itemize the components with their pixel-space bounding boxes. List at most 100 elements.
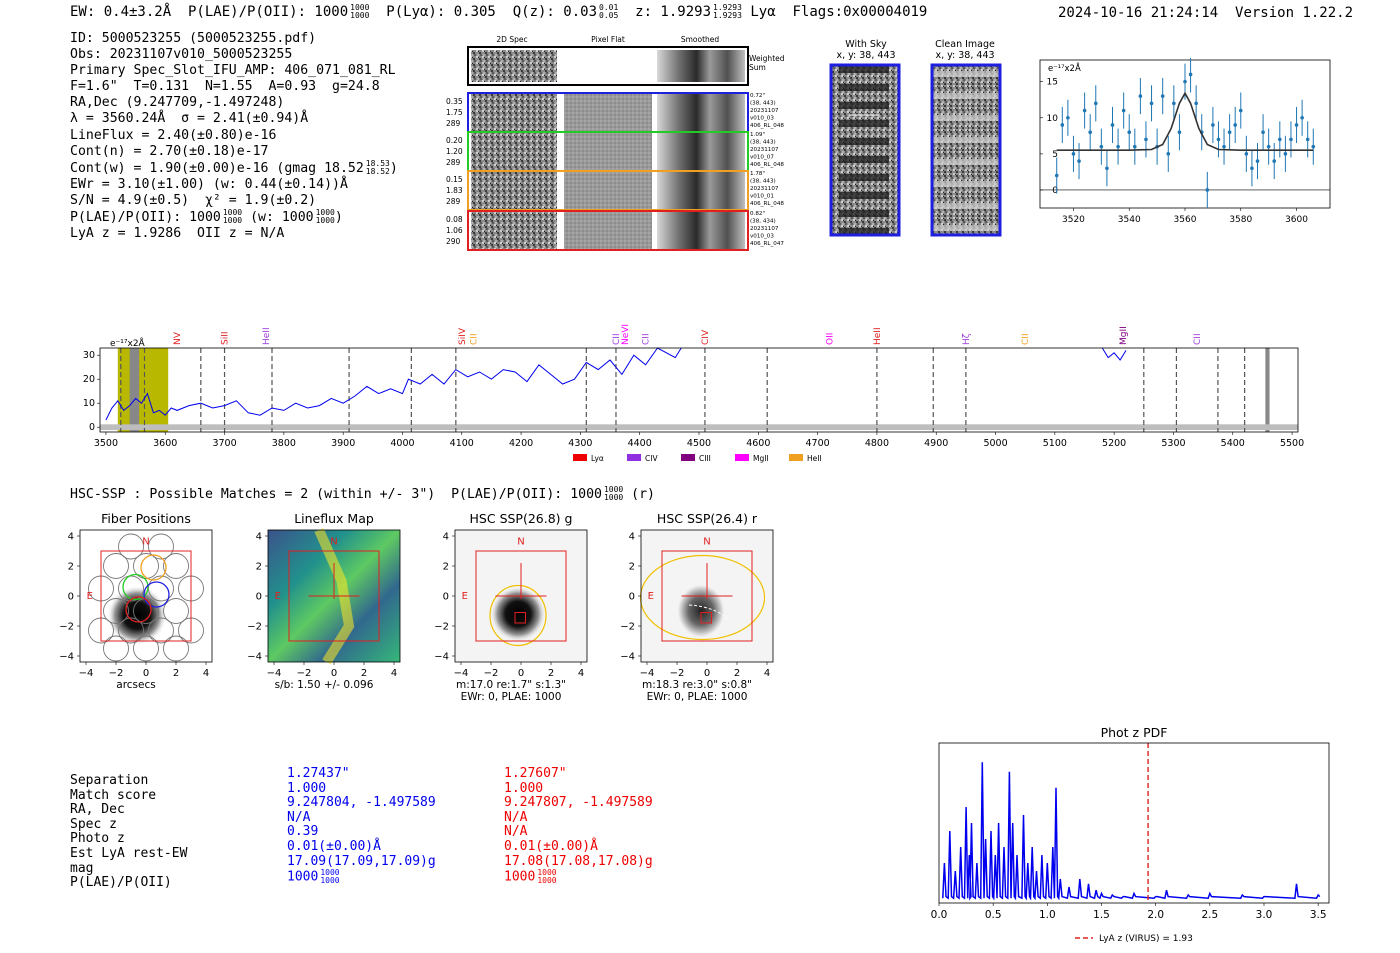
cutout-flat — [564, 172, 652, 209]
spectrum-legend-swatch — [789, 454, 803, 461]
hsc-match-line: HSC-SSP : Possible Matches = 2 (within +… — [70, 485, 655, 503]
spectrum-xtick-label: 4400 — [628, 438, 652, 449]
zoom-unit-label: e⁻¹⁷x2Å — [1048, 62, 1081, 74]
photz-xtick-label: 0.5 — [985, 909, 1002, 921]
hsc-target-box — [514, 612, 526, 624]
panel-xtick-label: 4 — [764, 668, 770, 679]
header-plya: P(Lyα): 0.305 — [386, 4, 496, 20]
info-lyaz: LyA z = 1.9286 OII z = N/A — [70, 226, 285, 242]
spectrum-line-label: NeVI — [621, 324, 631, 345]
panel-fov-box — [100, 550, 192, 642]
spectrum-xtick-label: 4300 — [568, 438, 592, 449]
zoom-data-point — [1172, 101, 1176, 106]
zoom-data-point — [1077, 159, 1081, 163]
fiber-circle — [133, 635, 159, 662]
header-z-line: Lyα — [750, 4, 776, 20]
zoom-data-point — [1188, 72, 1193, 77]
zoom-data-point — [1066, 115, 1070, 120]
cutout-left-label: 290 — [446, 237, 461, 246]
panel-north-label: N — [703, 536, 710, 547]
panel-ytick-label: 4 — [68, 532, 74, 543]
zoom-data-point — [1110, 123, 1115, 127]
cutout-right-label: (38, 443) — [750, 140, 776, 146]
zoom-data-point — [1127, 130, 1132, 134]
zoom-data-point — [1311, 144, 1316, 149]
photz-xtick-label: 2.5 — [1201, 909, 1218, 921]
cutout-right-label: 20231107 — [750, 186, 779, 192]
info-lambda: λ = 3560.24Å σ = 2.41(±0.94)Å — [70, 111, 309, 127]
spectrum-legend-label: Lyα — [591, 454, 604, 463]
panel-ytick-label: 2 — [68, 562, 74, 573]
imaging-panels: Fiber Positions N E −4 −4 −2 −2 0 0 2 2 4 4 arcsecs Li… — [59, 511, 774, 703]
zoom-ytick-label: 0 — [1052, 186, 1058, 196]
cutout-right-label: 1.78" — [750, 171, 765, 177]
imaging-panel: HSC SSP(26.4) r N E −4 −4 −2 −2 0 0 2 2 4 4 m:18.3 re… — [620, 511, 774, 703]
spectrum-xtick-label: 3900 — [331, 438, 355, 449]
zoom-data-point — [1099, 144, 1104, 149]
header-line: EW: 0.4±3.2Å P(LAE)/P(OII): 1000 1000 1000… — [70, 4, 927, 21]
spectrum-line-label: Hζ — [962, 333, 972, 345]
zoom-xtick-label: 3580 — [1229, 215, 1252, 225]
photz-xtick-label: 3.5 — [1310, 909, 1327, 921]
zoom-data-point — [1216, 137, 1221, 142]
zoom-data-point — [1305, 137, 1310, 142]
cutout-left-label: 0.35 — [446, 97, 463, 106]
zoom-data-point — [1116, 144, 1120, 149]
clean-image — [930, 63, 1002, 237]
panel-xtick-label: 2 — [173, 668, 179, 679]
spectrum-xtick-label: 3800 — [272, 438, 296, 449]
cutout-2d — [471, 212, 557, 249]
zoom-data-point — [1177, 130, 1182, 134]
spectrum-ytick-label: 20 — [83, 374, 95, 385]
fiber-circle — [118, 533, 144, 560]
info-contw: Cont(w) = 1.90(±0.00)e-16 (gmag 18.52 18.… — [70, 158, 398, 176]
panel-fov-box — [661, 550, 753, 642]
panel-xtick-label: 4 — [203, 668, 209, 679]
fiber-circle — [118, 575, 144, 602]
panel-ytick-label: 0 — [629, 592, 635, 603]
spectrum-ytick-label: 10 — [83, 398, 95, 409]
info-radec: RA,Dec (9.247709,-1.497248) — [70, 95, 285, 111]
spectrum-line-label: NV — [173, 331, 183, 345]
info-sn: S/N = 4.9(±0.5) χ² = 1.9(±0.2) — [70, 192, 317, 208]
cutout-row: 0.35 1.75 289 0.72" (38, 443)20231107 v010_03… — [446, 92, 784, 133]
fiber-circle — [163, 635, 189, 662]
spectrum-xtick-label: 5000 — [983, 438, 1007, 449]
panel-ytick-label: −4 — [620, 652, 635, 663]
detection-info: ID: 5000523255 (5000523255.pdf) Obs: 202… — [70, 31, 398, 242]
fiber-highlight — [122, 573, 149, 601]
cutout-row: 0.15 1.83 289 1.78" (38, 443)20231107 v010_01… — [446, 170, 784, 211]
cutout-flat — [564, 94, 652, 131]
spectrum-legend-label: MgII — [753, 454, 769, 463]
zoom-data-point — [1183, 79, 1187, 84]
photz-pdf-chart: Phot z PDF 0.0 0.5 1.0 1.5 2.0 2.5 3.0 3.5 LyA z … — [931, 725, 1330, 944]
weighted-label: Weighted — [749, 54, 785, 63]
header-timestamp-version: 2024-10-16 21:24:14 Version 1.22.2 — [1058, 5, 1353, 21]
panel-east-label: E — [275, 591, 281, 602]
version: Version 1.22.2 — [1235, 5, 1354, 21]
spectrum-xtick-label: 4100 — [450, 438, 474, 449]
info-contn: Cont(n) = 2.70(±0.18)e-17 — [70, 143, 269, 159]
fiber-circle — [118, 617, 144, 644]
sum-label: Sum — [749, 63, 766, 72]
cutout-2d — [471, 94, 557, 131]
spectrum-legend-swatch — [627, 454, 641, 461]
spectrum-line-label: CIV — [701, 329, 711, 345]
panel-north-label: N — [142, 536, 149, 547]
cutout-left-label: 1.83 — [446, 186, 463, 195]
cutout-right-label: 20231107 — [750, 226, 779, 232]
info-primary: Primary Spec_Slot_IFU_AMP: 406_071_081_R… — [70, 63, 396, 79]
zoom-data-point — [1272, 159, 1277, 163]
cutout-left-label: 0.15 — [446, 175, 463, 184]
zoom-xtick-label: 3540 — [1118, 215, 1141, 225]
zoom-data-point — [1133, 144, 1137, 149]
spectrum-xtick-label: 5500 — [1280, 438, 1304, 449]
zoom-data-point — [1071, 152, 1076, 156]
zoom-data-point — [1227, 130, 1232, 134]
panel-xtick-label: 4 — [578, 668, 584, 679]
cutout-2d — [471, 172, 557, 209]
col-2d-spec: 2D Spec — [496, 35, 527, 44]
match-labels: Separation Match score RA, Dec Spec z Phot… — [70, 773, 188, 891]
spectrum-xtick-label: 3600 — [153, 438, 177, 449]
panel-xtick-label: −4 — [267, 668, 282, 679]
